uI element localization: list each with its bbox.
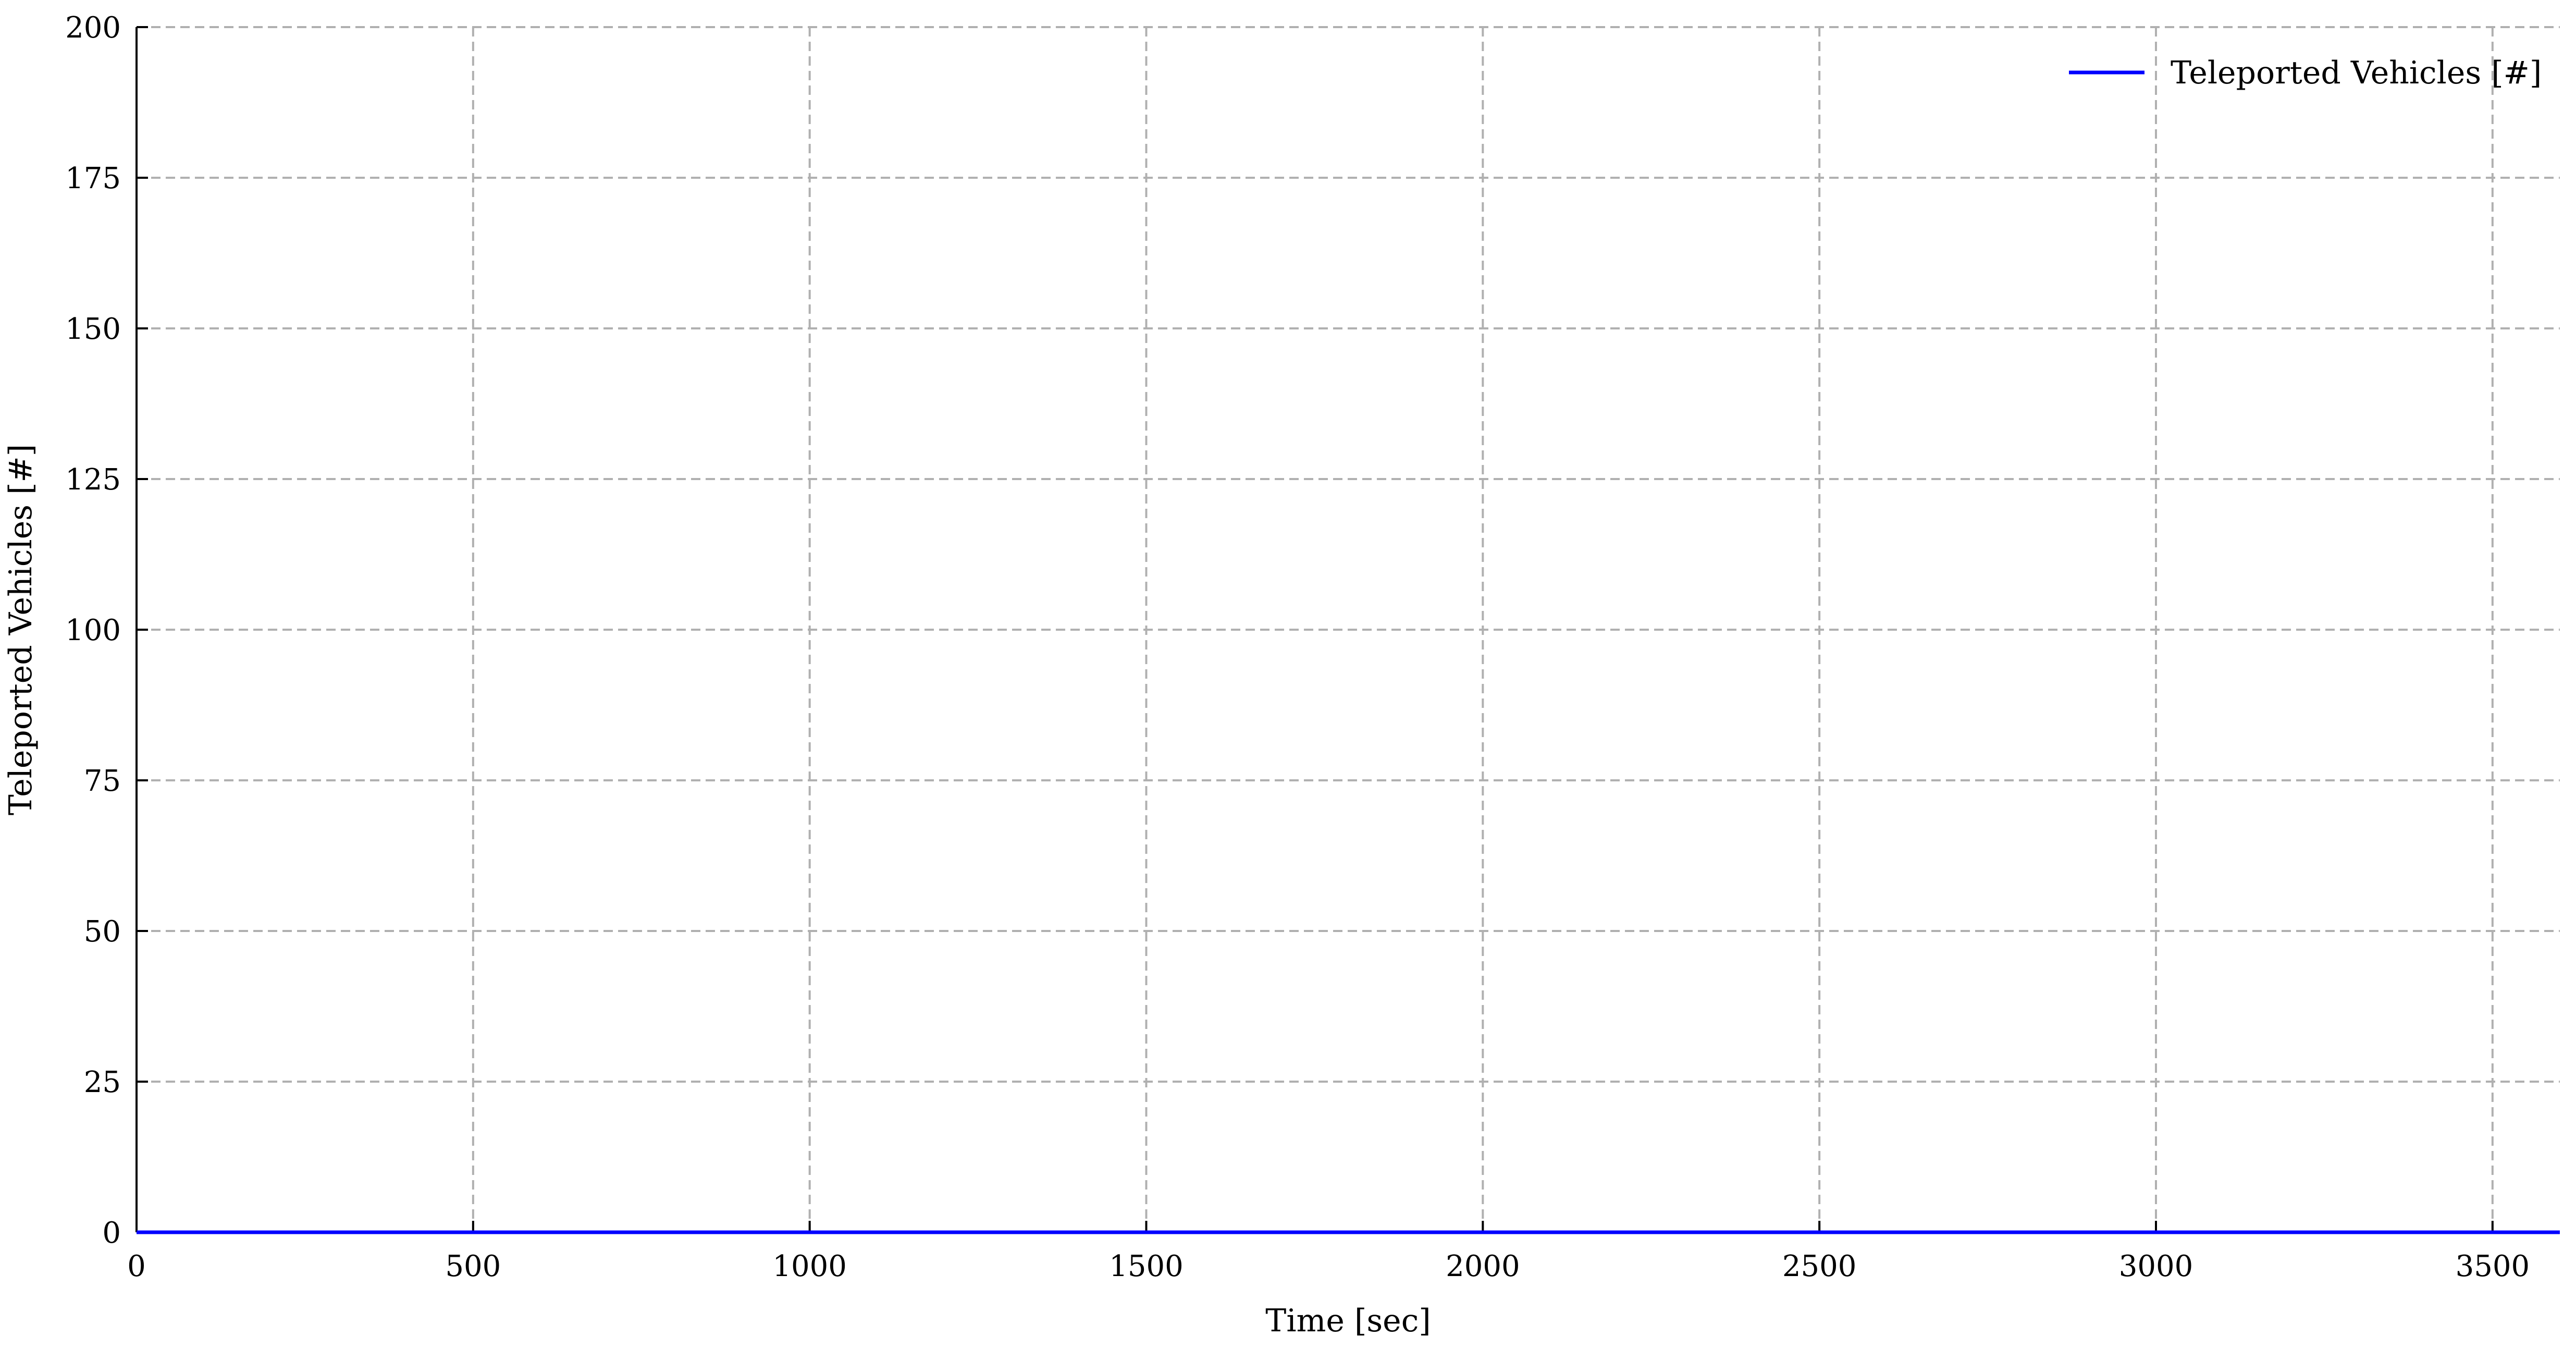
x-tick-label-500: 500 xyxy=(445,1249,501,1283)
y-tick-label-175: 175 xyxy=(65,162,121,195)
legend-label-teleported-vehicles: Teleported Vehicles [#] xyxy=(2171,55,2542,91)
y-tick-label-125: 125 xyxy=(65,463,121,497)
grid-lines xyxy=(137,26,2560,1232)
y-tick-label-50: 50 xyxy=(84,915,121,949)
x-tick-label-2500: 2500 xyxy=(1782,1249,1857,1283)
y-tick-label-75: 75 xyxy=(84,764,121,798)
y-tick-label-200: 200 xyxy=(65,11,121,45)
x-tick-label-0: 0 xyxy=(127,1249,146,1283)
legend: Teleported Vehicles [#] xyxy=(2069,55,2542,91)
x-axis-label: Time [sec] xyxy=(1265,1303,1431,1339)
y-tick-label-100: 100 xyxy=(65,614,121,647)
y-tick-label-150: 150 xyxy=(65,312,121,346)
x-tick-label-3000: 3000 xyxy=(2119,1249,2193,1283)
ticks: 0 500 1000 1500 2000 2500 3000 3500 0 25 50 75 100 12… xyxy=(65,11,2530,1283)
y-tick-label-25: 25 xyxy=(84,1065,121,1099)
y-tick-label-0: 0 xyxy=(102,1216,121,1250)
x-tick-label-1500: 1500 xyxy=(1109,1249,1184,1283)
x-tick-label-1000: 1000 xyxy=(772,1249,847,1283)
x-tick-label-3500: 3500 xyxy=(2456,1249,2530,1283)
y-axis-label: Teleported Vehicles [#] xyxy=(3,444,39,815)
x-tick-label-2000: 2000 xyxy=(1446,1249,1520,1283)
